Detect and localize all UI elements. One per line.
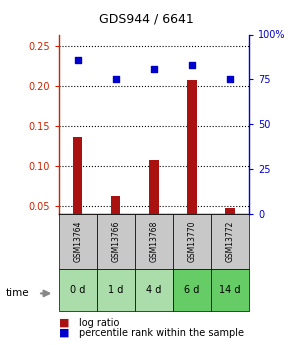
Bar xyxy=(97,269,135,310)
Text: ■: ■ xyxy=(59,318,69,327)
Text: GDS944 / 6641: GDS944 / 6641 xyxy=(99,12,194,25)
Text: 6 d: 6 d xyxy=(184,285,200,295)
Text: percentile rank within the sample: percentile rank within the sample xyxy=(79,328,244,338)
Point xyxy=(151,66,156,71)
Bar xyxy=(173,269,211,310)
Text: GSM13772: GSM13772 xyxy=(226,221,234,262)
Point xyxy=(228,77,232,82)
Point xyxy=(75,57,80,62)
Text: ■: ■ xyxy=(59,328,69,338)
Text: GSM13770: GSM13770 xyxy=(188,221,196,262)
Bar xyxy=(211,269,249,310)
Bar xyxy=(97,214,135,269)
Text: GSM13768: GSM13768 xyxy=(149,221,158,262)
Bar xyxy=(173,214,211,269)
Text: time: time xyxy=(6,288,30,298)
Bar xyxy=(73,137,82,246)
Bar xyxy=(225,208,235,246)
Point xyxy=(113,77,118,82)
Text: log ratio: log ratio xyxy=(79,318,120,327)
Point xyxy=(190,62,194,68)
Bar xyxy=(135,269,173,310)
Bar xyxy=(59,269,97,310)
Text: GSM13764: GSM13764 xyxy=(73,221,82,262)
Bar xyxy=(111,196,120,246)
Bar xyxy=(211,214,249,269)
Bar xyxy=(187,80,197,246)
Text: 0 d: 0 d xyxy=(70,285,85,295)
Text: 1 d: 1 d xyxy=(108,285,123,295)
Text: GSM13766: GSM13766 xyxy=(111,221,120,262)
Bar xyxy=(149,160,159,246)
Text: 14 d: 14 d xyxy=(219,285,241,295)
Bar xyxy=(59,214,97,269)
Text: 4 d: 4 d xyxy=(146,285,161,295)
Bar xyxy=(135,214,173,269)
